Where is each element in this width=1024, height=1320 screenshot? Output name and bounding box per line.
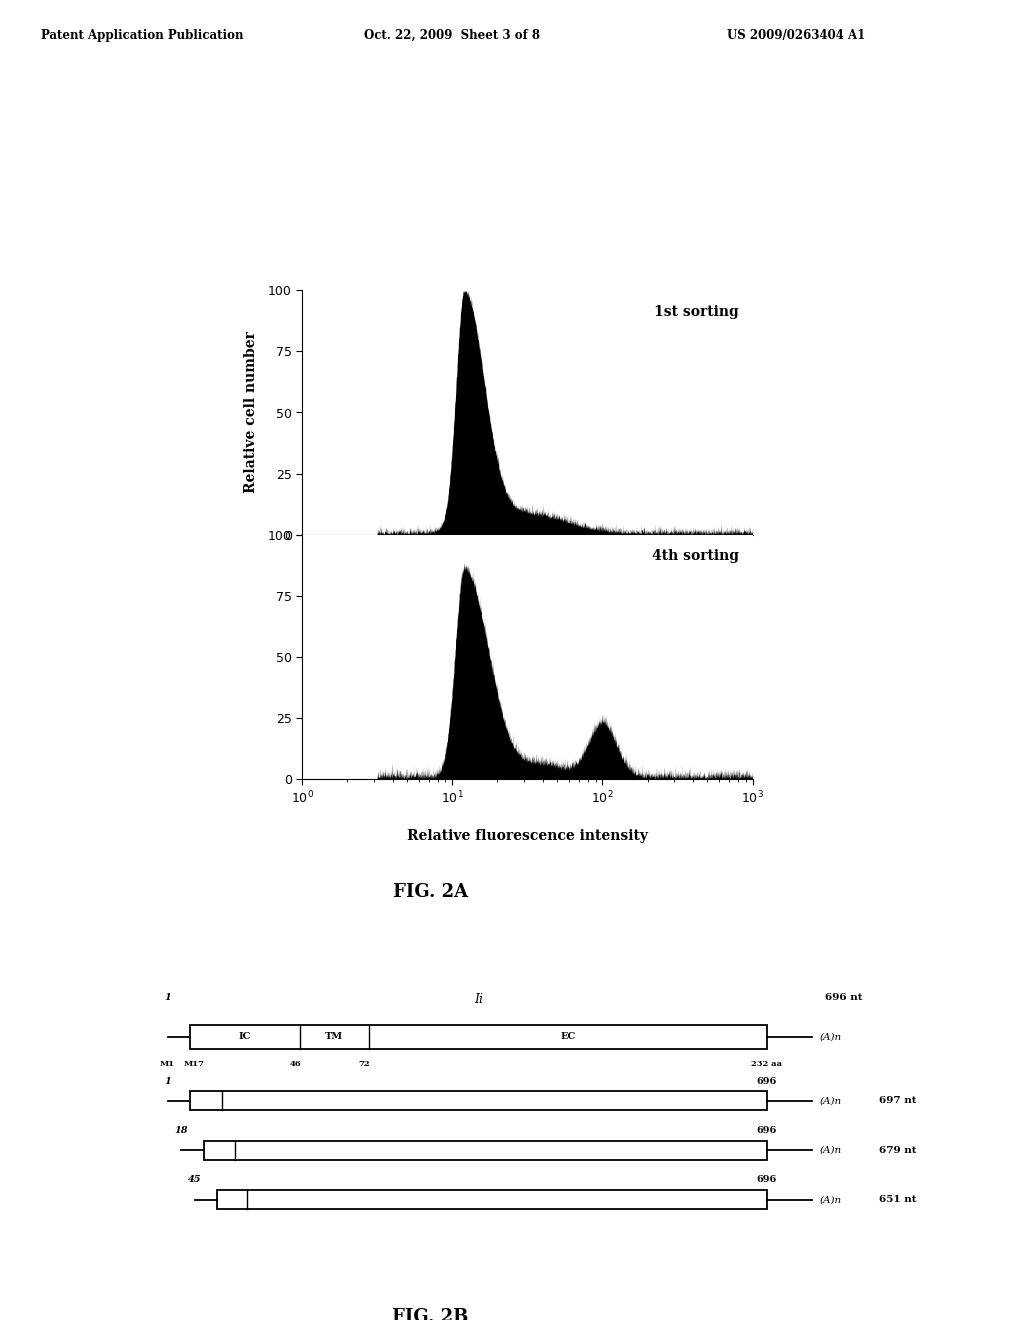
Text: IC: IC bbox=[239, 1032, 251, 1041]
Bar bbox=[217, 1191, 767, 1209]
Text: 4th sorting: 4th sorting bbox=[652, 549, 739, 564]
Bar bbox=[190, 1092, 767, 1110]
Text: M1: M1 bbox=[160, 1060, 175, 1068]
Text: US 2009/0263404 A1: US 2009/0263404 A1 bbox=[727, 29, 865, 42]
Text: Relative cell number: Relative cell number bbox=[244, 331, 258, 494]
Text: (A)n: (A)n bbox=[819, 1195, 841, 1204]
Text: FIG. 2B: FIG. 2B bbox=[392, 1308, 468, 1320]
Text: 18: 18 bbox=[174, 1126, 187, 1135]
Text: (A)n: (A)n bbox=[819, 1097, 841, 1105]
Text: EC: EC bbox=[560, 1032, 575, 1041]
Text: (A)n: (A)n bbox=[819, 1146, 841, 1155]
Bar bbox=[190, 1026, 767, 1048]
Text: 1: 1 bbox=[164, 994, 171, 1002]
Text: (A)n: (A)n bbox=[819, 1032, 841, 1041]
Text: 1: 1 bbox=[164, 1077, 171, 1085]
Text: Patent Application Publication: Patent Application Publication bbox=[41, 29, 244, 42]
Text: 696: 696 bbox=[757, 1077, 777, 1085]
Text: Ii: Ii bbox=[474, 994, 483, 1006]
Text: 46: 46 bbox=[289, 1060, 301, 1068]
Text: 72: 72 bbox=[358, 1060, 370, 1068]
Text: M17: M17 bbox=[184, 1060, 205, 1068]
Text: 651 nt: 651 nt bbox=[880, 1195, 916, 1204]
Text: TM: TM bbox=[326, 1032, 343, 1041]
Text: 696: 696 bbox=[757, 1175, 777, 1184]
Text: Relative fluorescence intensity: Relative fluorescence intensity bbox=[407, 829, 648, 843]
Text: 697 nt: 697 nt bbox=[880, 1097, 916, 1105]
Bar bbox=[204, 1140, 767, 1160]
Text: 696: 696 bbox=[757, 1126, 777, 1135]
Text: 45: 45 bbox=[187, 1175, 202, 1184]
Text: 696 nt: 696 nt bbox=[825, 994, 863, 1002]
Text: Oct. 22, 2009  Sheet 3 of 8: Oct. 22, 2009 Sheet 3 of 8 bbox=[364, 29, 540, 42]
Text: 232 aa: 232 aa bbox=[752, 1060, 782, 1068]
Text: 1st sorting: 1st sorting bbox=[654, 305, 739, 319]
Text: 679 nt: 679 nt bbox=[880, 1146, 916, 1155]
Text: FIG. 2A: FIG. 2A bbox=[392, 883, 468, 902]
